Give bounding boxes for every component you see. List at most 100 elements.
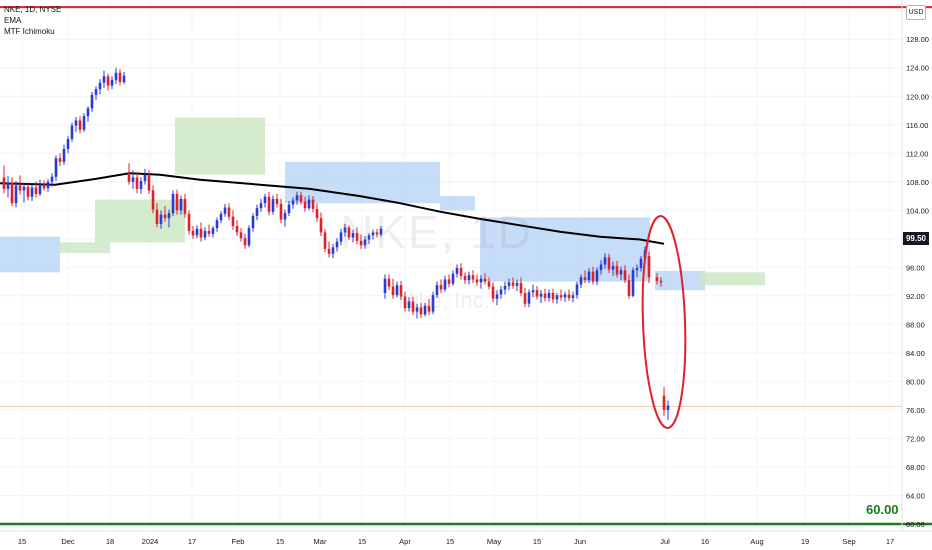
candle-body <box>391 286 395 296</box>
candle-body <box>271 198 275 212</box>
x-tick-label: 15 <box>358 537 366 546</box>
cloud-bullish <box>175 117 265 175</box>
candle-body <box>295 195 299 201</box>
candle-body <box>30 187 34 197</box>
x-tick-label: 15 <box>446 537 454 546</box>
candle-body <box>443 279 447 290</box>
current-price-tag: 99.50 <box>903 232 929 245</box>
candle-body <box>523 293 527 304</box>
candle-body <box>615 265 619 275</box>
candle-body <box>439 285 443 290</box>
candle-body <box>155 209 159 224</box>
candle-body <box>335 241 339 248</box>
y-tick-label: 120.00 <box>906 92 929 101</box>
candle-body <box>151 190 155 210</box>
candle-body <box>42 184 46 189</box>
candle-body <box>419 307 423 315</box>
candle-body <box>539 293 543 297</box>
candle-body <box>611 265 615 270</box>
candle-body <box>655 277 659 281</box>
x-tick-label: 2024 <box>142 537 159 546</box>
ichimoku-indicator-label[interactable]: MTF Ichimoku <box>4 27 55 36</box>
candle-body <box>207 230 211 234</box>
x-tick-label: Aug <box>750 537 763 546</box>
candle-body <box>647 255 651 278</box>
support-level-label: 60.00 <box>866 502 899 517</box>
candle-body <box>239 232 243 239</box>
candle-body <box>503 285 507 290</box>
candle-body <box>143 174 147 182</box>
y-tick-label: 108.00 <box>906 178 929 187</box>
watermark-ticker: NKE, 1D <box>340 206 533 258</box>
candle-body <box>467 275 471 281</box>
y-tick-label: 124.00 <box>906 64 929 73</box>
candle-body <box>147 174 151 191</box>
candle-body <box>275 198 279 204</box>
candle-body <box>607 257 611 270</box>
x-tick-label: 17 <box>188 537 196 546</box>
x-tick-label: 19 <box>801 537 809 546</box>
candle-body <box>70 125 74 140</box>
candle-body <box>603 257 607 265</box>
candle-body <box>635 268 639 271</box>
candle-body <box>203 230 207 238</box>
ema-line <box>0 172 665 245</box>
candle-body <box>415 307 419 312</box>
candle-body <box>627 280 631 296</box>
candle-body <box>455 268 459 274</box>
cloud-bullish <box>95 199 185 243</box>
candle-body <box>110 79 114 86</box>
y-tick-label: 128.00 <box>906 35 929 44</box>
x-tick-label: Mar <box>314 537 327 546</box>
cloud-bearish <box>0 236 60 273</box>
x-tick-label: Apr <box>399 537 411 546</box>
candle-body <box>567 294 571 299</box>
candle-body <box>619 270 623 275</box>
candle-body <box>267 196 271 212</box>
y-tick-label: 96.00 <box>906 263 925 272</box>
candle-body <box>483 278 487 282</box>
candle-body <box>543 293 547 299</box>
time-axis: 15 Dec 18 2024 17 Feb 15 Mar 15 Apr 15 May 15 Jun Jul 1… <box>0 530 932 546</box>
candle-body <box>595 270 599 282</box>
candle-body <box>495 294 499 299</box>
candle-body <box>94 89 98 95</box>
candle-body <box>311 199 315 209</box>
y-tick-label: 60.00 <box>906 520 925 529</box>
candle-body <box>167 213 171 219</box>
y-tick-label: 84.00 <box>906 349 925 358</box>
x-tick-label: May <box>487 537 501 546</box>
symbol-label[interactable]: NKE, 1D, NYSE <box>4 5 62 14</box>
candle-body <box>331 247 335 254</box>
candle-body <box>435 285 439 296</box>
candle-body <box>451 273 455 284</box>
chart-legend: NKE, 1D, NYSE EMA MTF Ichimoku <box>4 4 61 37</box>
candle-body <box>475 279 479 283</box>
currency-button[interactable]: USD <box>906 5 926 20</box>
ema-indicator-label[interactable]: EMA <box>4 16 22 25</box>
candle-body <box>139 181 143 189</box>
candle-body <box>359 240 363 246</box>
watermark-company: Nike, Inc. <box>398 288 490 313</box>
candle-body <box>66 139 70 150</box>
candle-body <box>411 301 415 312</box>
x-tick-label: Dec <box>61 537 75 546</box>
candle-body <box>551 293 555 300</box>
candle-body <box>58 158 62 162</box>
candle-body <box>26 186 30 197</box>
candle-body <box>339 232 343 242</box>
candle-body <box>243 238 247 246</box>
candle-body <box>46 181 50 189</box>
x-tick-label: Sep <box>842 537 855 546</box>
y-tick-label: 68.00 <box>906 463 925 472</box>
x-tick-label: Jul <box>660 537 670 546</box>
candle-body <box>191 230 195 236</box>
candle-body <box>38 184 42 194</box>
candle-body <box>323 232 327 249</box>
candle-body <box>631 270 635 296</box>
x-tick-label: 18 <box>106 537 114 546</box>
candle-body <box>10 182 14 204</box>
x-tick-label: Feb <box>232 537 245 546</box>
cloud-bullish <box>60 242 110 254</box>
